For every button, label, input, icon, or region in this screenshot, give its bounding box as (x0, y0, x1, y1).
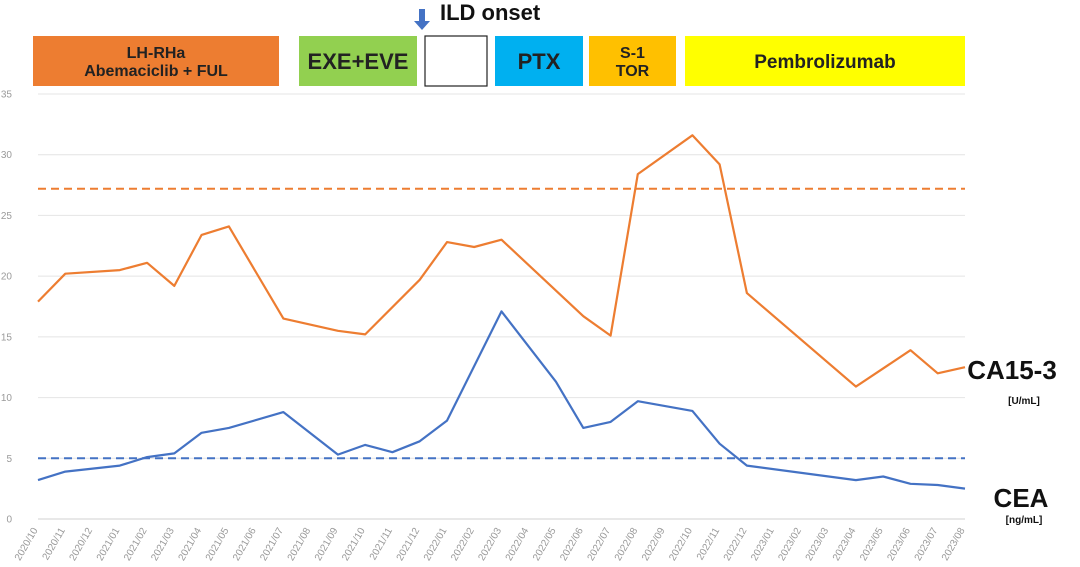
treatment-bar (424, 35, 488, 87)
x-tick-label: 2023/03 (804, 526, 832, 563)
x-tick-label: 2021/04 (177, 526, 205, 563)
x-tick-label: 2020/10 (13, 526, 41, 563)
series-unit-cea: [ng/mL] (1006, 515, 1043, 526)
y-tick-label-35: 35 (1, 90, 13, 101)
x-tick-label: 2023/04 (831, 526, 859, 563)
series-line-cea (37, 310, 966, 490)
y-tick-label-20: 20 (1, 272, 13, 283)
x-tick-label: 2021/10 (340, 526, 368, 563)
x-tick-label: 2022/06 (558, 526, 586, 563)
y-tick-label-0: 0 (6, 515, 12, 526)
series-labels: CA15-3 [U/mL] CEA [ng/mL] (967, 355, 1057, 526)
treatment-bar-label: PTX (518, 49, 561, 74)
reference-lines (38, 187, 965, 460)
y-tick-label-15: 15 (1, 332, 13, 343)
x-tick-label: 2022/04 (504, 526, 532, 563)
treatment-bar-label: TOR (616, 63, 650, 80)
x-tick-label: 2022/08 (613, 526, 641, 563)
treatment-bar (589, 36, 676, 86)
x-tick-label: 2023/08 (940, 526, 968, 563)
x-tick-label: 2021/06 (231, 526, 259, 563)
x-tick-label: 2023/01 (749, 526, 777, 563)
series-line-ca15-3 (37, 134, 966, 388)
ild-onset-annotation: ILD onset (414, 0, 541, 30)
x-tick-label: 2021/09 (313, 526, 341, 563)
y-axis: 0 5 10 15 20 25 30 35 (1, 90, 13, 526)
treatment-bar-label: LH-RHa (127, 45, 186, 62)
x-tick-label: 2021/12 (395, 526, 423, 563)
treatment-bar (495, 36, 583, 86)
treatment-bar (299, 36, 417, 86)
treatment-bar (685, 36, 965, 86)
series-label-ca15-3: CA15-3 (967, 355, 1057, 385)
x-tick-label: 2022/09 (640, 526, 668, 563)
treatment-bar-label: Abemaciclib + FUL (84, 63, 228, 80)
series-unit-ca15-3: [U/mL] (1008, 396, 1040, 407)
x-tick-label: 2022/02 (449, 526, 477, 563)
series-label-cea: CEA (994, 483, 1049, 513)
x-tick-label: 2021/11 (368, 526, 395, 563)
x-tick-label: 2022/10 (667, 526, 695, 563)
x-tick-label: 2020/12 (68, 526, 96, 563)
series-lines (37, 134, 966, 490)
x-tick-label: 2021/02 (122, 526, 150, 563)
y-tick-label-30: 30 (1, 150, 13, 161)
x-tick-label: 2022/03 (476, 526, 504, 563)
x-tick-label: 2021/08 (286, 526, 314, 563)
x-tick-label: 2022/07 (586, 526, 614, 563)
y-tick-label-25: 25 (1, 211, 13, 222)
ild-onset-label: ILD onset (440, 0, 541, 25)
x-tick-label: 2022/01 (422, 526, 450, 563)
treatment-bar-label: S-1 (620, 45, 645, 62)
x-tick-label: 2023/07 (913, 526, 941, 563)
y-tick-label-5: 5 (6, 454, 12, 465)
x-axis: 2020/10 2020/11 2020/12 2021/01 2021/02 2021/… (13, 526, 968, 563)
x-tick-label: 2023/02 (776, 526, 804, 563)
x-tick-label: 2023/05 (858, 526, 886, 563)
treatment-bar-label: EXE+EVE (308, 49, 409, 74)
down-arrow-icon (414, 9, 430, 30)
treatment-bar (33, 36, 279, 86)
x-tick-label: 2020/11 (41, 526, 68, 563)
x-tick-label: 2021/01 (95, 526, 123, 563)
grid (38, 93, 965, 520)
x-tick-label: 2022/12 (722, 526, 750, 563)
y-tick-label-10: 10 (1, 393, 13, 404)
x-tick-label: 2021/07 (258, 526, 286, 563)
x-tick-label: 2022/05 (531, 526, 559, 563)
x-tick-label: 2023/06 (885, 526, 913, 563)
treatment-bar-label: Pembrolizumab (754, 52, 895, 73)
x-tick-label: 2021/05 (204, 526, 232, 563)
x-tick-label: 2021/03 (149, 526, 177, 563)
x-tick-label: 2022/11 (695, 526, 722, 563)
